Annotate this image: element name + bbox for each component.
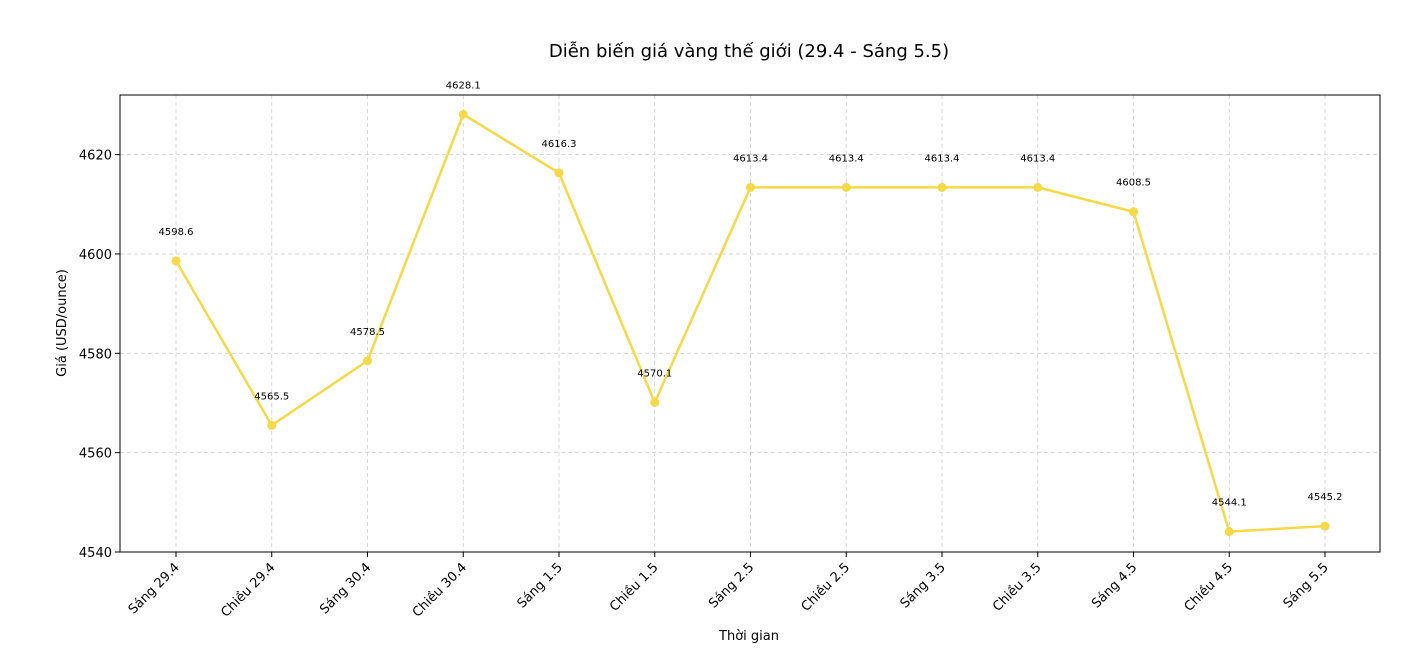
series-line (171, 109, 1330, 537)
x-tick-label: Chiều 1.5 (607, 560, 661, 614)
x-axis-title: Thời gian (718, 629, 779, 644)
data-label: 4570.1 (637, 368, 672, 379)
x-tick-label: Sáng 5.5 (1281, 560, 1332, 611)
data-point (746, 182, 755, 192)
data-label: 4598.6 (159, 227, 194, 238)
x-tick-label: Chiều 30.4 (410, 560, 470, 620)
x-tick-label: Sáng 3.5 (898, 560, 949, 611)
data-point (1129, 207, 1138, 217)
data-point (1224, 527, 1234, 537)
data-labels: 4598.6 4565.5 4578.5 4628.1 4616.3 4570.1 4613… (159, 80, 1343, 508)
chart-title: Diễn biến giá vàng thế giới (29.4 - Sáng… (549, 41, 949, 62)
data-label: 4613.4 (925, 153, 960, 164)
data-label: 4578.5 (350, 327, 385, 338)
x-tick-label: Chiều 4.5 (1182, 560, 1236, 614)
data-point (171, 256, 181, 266)
y-axis-title: Giá (USD/ounce) (55, 269, 70, 377)
x-tick-label: Sáng 30.4 (317, 560, 374, 617)
data-point (1033, 182, 1043, 192)
x-tick-label: Sáng 2.5 (706, 560, 757, 611)
data-point (554, 168, 564, 178)
data-label: 4544.1 (1212, 498, 1247, 509)
y-tick-label: 4620 (79, 149, 112, 164)
data-point (363, 356, 372, 366)
x-tick-label: Chiều 29.4 (218, 560, 278, 620)
x-tick-label: Sáng 1.5 (515, 560, 566, 611)
data-point (841, 182, 851, 192)
data-label: 4565.5 (254, 391, 289, 402)
y-axis: 4540 4560 4580 4600 4620 (79, 149, 120, 561)
data-label: 4616.3 (542, 139, 577, 150)
data-point (1320, 521, 1330, 531)
x-tick-label: Sáng 29.4 (126, 560, 183, 617)
y-tick-label: 4560 (79, 447, 112, 462)
x-tick-label: Chiều 3.5 (990, 560, 1044, 614)
grid (120, 95, 1380, 553)
x-axis: Sáng 29.4 Chiều 29.4 Sáng 30.4 Chiều 30.4 Sá… (126, 552, 1332, 621)
data-point (937, 182, 947, 192)
x-tick-label: Sáng 4.5 (1089, 560, 1140, 611)
data-label: 4613.4 (1020, 153, 1055, 164)
data-point (267, 420, 277, 430)
data-label: 4628.1 (446, 80, 481, 91)
data-point (458, 109, 468, 119)
data-label: 4608.5 (1116, 178, 1151, 189)
y-tick-label: 4580 (79, 347, 112, 362)
x-tick-label: Chiều 2.5 (799, 560, 853, 614)
y-tick-label: 4540 (79, 546, 112, 561)
data-point (650, 397, 660, 407)
data-label: 4613.4 (733, 153, 768, 164)
data-label: 4545.2 (1308, 492, 1343, 503)
data-label: 4613.4 (829, 153, 864, 164)
y-tick-label: 4600 (79, 248, 112, 263)
